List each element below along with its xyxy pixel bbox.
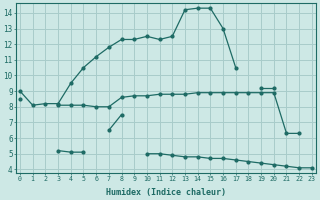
X-axis label: Humidex (Indice chaleur): Humidex (Indice chaleur) xyxy=(106,188,226,197)
